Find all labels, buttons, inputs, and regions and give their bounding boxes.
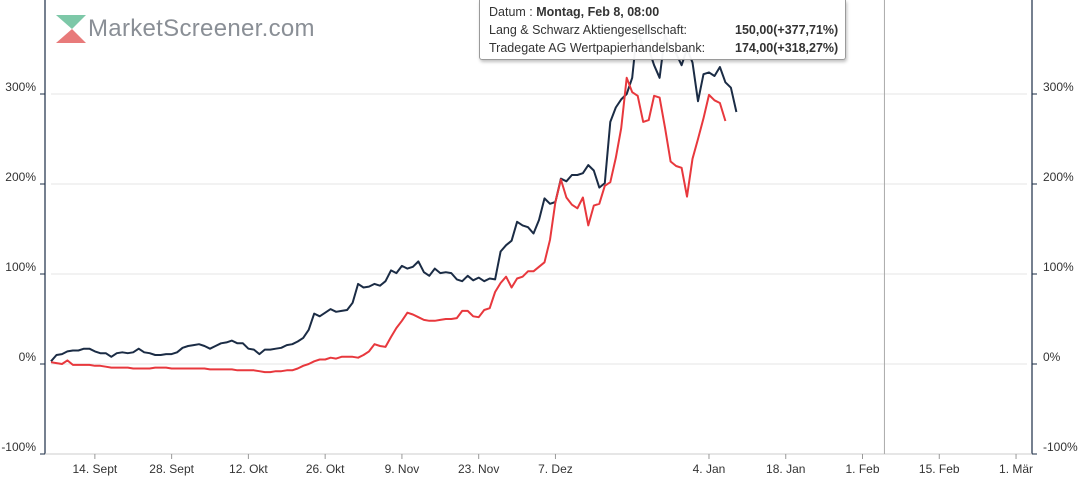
x-axis-labels: 14. Sept 28. Sept 12. Okt 26. Okt 9. Nov 23. …	[73, 462, 1034, 476]
marketscreener-logo-icon	[56, 15, 86, 43]
x-tick-label: 26. Okt	[306, 462, 345, 476]
x-tick-label: 12. Okt	[229, 462, 268, 476]
x-tick-label: 7. Dez	[538, 462, 573, 476]
y-tick-label: -100%	[1043, 440, 1078, 454]
y-tick-label: -100%	[1, 440, 36, 454]
series-line	[50, 76, 727, 374]
tooltip-date-value: Montag, Feb 8, 08:00	[536, 5, 660, 19]
x-tick-label: 1. Feb	[845, 462, 879, 476]
x-tick-label: 14. Sept	[73, 462, 118, 476]
x-tick-label: 15. Feb	[919, 462, 960, 476]
axes	[40, 0, 1037, 459]
tooltip-series-name: Lang & Schwarz Aktiengesellschaft:	[489, 23, 688, 37]
y-tick-label: 300%	[1043, 80, 1074, 94]
hover-tooltip: Datum : Montag, Feb 8, 08:00 Lang & Schw…	[479, 0, 846, 60]
y-tick-label: 100%	[1043, 260, 1074, 274]
y-tick-label: 0%	[19, 350, 37, 364]
tooltip-date-label: Datum :	[489, 5, 537, 19]
x-tick-label: 28. Sept	[149, 462, 194, 476]
marketscreener-logo[interactable]: MarketScreener.com	[56, 14, 315, 44]
tooltip-series-name: Tradegate AG Wertpapierhandelsbank:	[489, 41, 706, 55]
x-tick-label: 9. Nov	[385, 462, 420, 476]
tooltip-series-value: 174,00(+318,27%)	[735, 41, 839, 55]
y-tick-label: 200%	[1043, 170, 1074, 184]
y-axis-right-labels: -100% 0% 100% 200% 300%	[1043, 80, 1078, 454]
y-tick-label: 200%	[5, 170, 36, 184]
x-tick-label: 23. Nov	[458, 462, 499, 476]
y-tick-label: 100%	[5, 260, 36, 274]
tooltip-series-row: Lang & Schwarz Aktiengesellschaft: 150,0…	[489, 21, 839, 39]
y-axis-left-labels: -100% 0% 100% 200% 300%	[1, 80, 36, 454]
y-tick-label: 0%	[1043, 350, 1061, 364]
logo-text: MarketScreener.com	[88, 15, 315, 42]
y-tick-label: 300%	[5, 80, 36, 94]
series-line	[50, 23, 738, 362]
tooltip-date-row: Datum : Montag, Feb 8, 08:00	[489, 3, 836, 21]
tooltip-series-row: Tradegate AG Wertpapierhandelsbank: 174,…	[489, 39, 839, 57]
x-tick-label: 18. Jan	[766, 462, 805, 476]
grid-lines	[51, 93, 1027, 455]
series-lines	[50, 23, 738, 374]
x-tick-label: 4. Jan	[693, 462, 726, 476]
x-tick-label: 1. Mär	[999, 462, 1033, 476]
tooltip-series-value: 150,00(+377,71%)	[735, 23, 839, 37]
